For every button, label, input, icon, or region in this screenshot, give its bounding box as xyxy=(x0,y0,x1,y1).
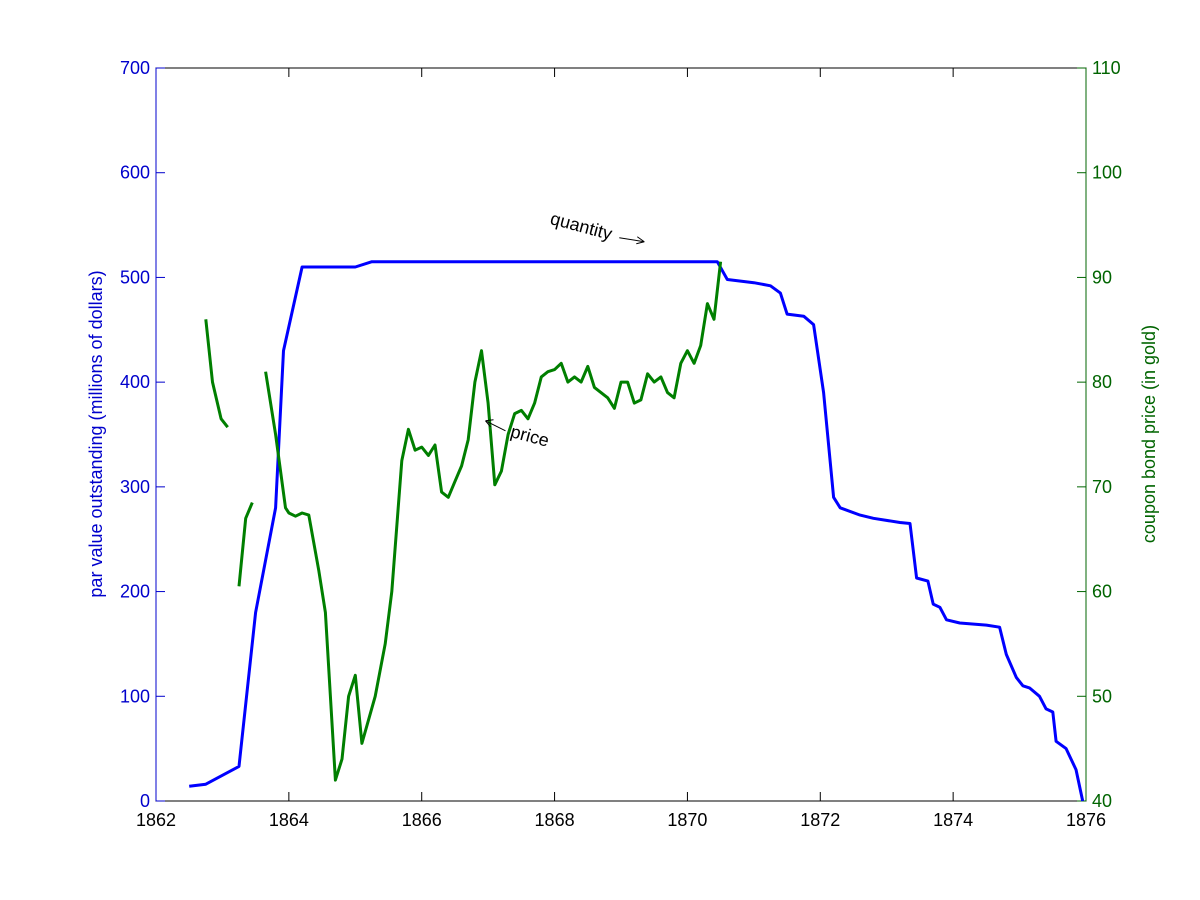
quantity-series-line xyxy=(189,260,1085,802)
x-tick-label: 1864 xyxy=(269,810,309,830)
x-tick-label: 1876 xyxy=(1066,810,1106,830)
x-tick-label: 1874 xyxy=(933,810,973,830)
x-tick-label: 1862 xyxy=(136,810,176,830)
x-tick-label: 1866 xyxy=(402,810,442,830)
price-arrow xyxy=(485,420,506,432)
left-y-tick-label: 400 xyxy=(120,372,150,392)
left-y-tick-label: 300 xyxy=(120,477,150,497)
price-series-line xyxy=(204,319,229,429)
x-tick-label: 1870 xyxy=(667,810,707,830)
quantity-arrow xyxy=(619,237,645,243)
left-y-tick-label: 200 xyxy=(120,582,150,602)
x-tick-label: 1872 xyxy=(800,810,840,830)
right-y-tick-label: 80 xyxy=(1092,372,1112,392)
quantity-arrow-head xyxy=(636,236,645,245)
left-y-tick-label: 500 xyxy=(120,267,150,287)
price-series-line xyxy=(264,261,723,782)
left-y-axis-title: par value outstanding (millions of dolla… xyxy=(86,270,106,597)
x-axis: 1862 1864 1866 1868 1870 1872 1874 1876 xyxy=(136,68,1106,830)
left-y-axis: 0 100 200 300 400 500 600 700 xyxy=(120,58,165,811)
right-y-tick-label: 60 xyxy=(1092,582,1112,602)
right-y-tick-label: 50 xyxy=(1092,686,1112,706)
plot-area xyxy=(155,67,1087,802)
price-arrow-head xyxy=(485,419,494,428)
right-y-tick-label: 110 xyxy=(1092,58,1121,78)
x-tick-label: 1868 xyxy=(535,810,575,830)
price-series-line xyxy=(237,502,254,587)
left-y-tick-label: 100 xyxy=(120,686,150,706)
right-y-tick-label: 40 xyxy=(1092,791,1112,811)
left-y-tick-label: 0 xyxy=(140,791,150,811)
left-y-tick-label: 600 xyxy=(120,163,150,183)
left-y-tick-label: 700 xyxy=(120,58,150,78)
series-layer xyxy=(189,260,1085,802)
right-y-axis-title: coupon bond price (in gold) xyxy=(1139,325,1159,543)
right-y-axis: 40 50 60 70 80 90 100 110 xyxy=(1077,58,1122,811)
right-y-tick-label: 70 xyxy=(1092,477,1112,497)
right-y-tick-label: 100 xyxy=(1092,163,1122,183)
right-y-tick-label: 90 xyxy=(1092,267,1112,287)
